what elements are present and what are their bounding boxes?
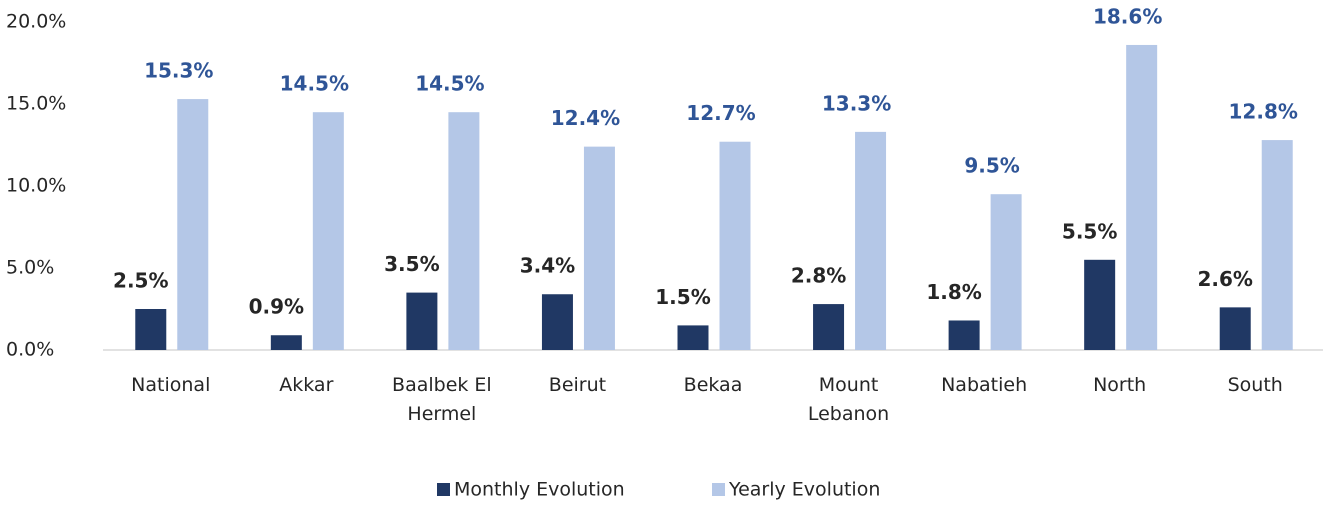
bar — [270, 335, 302, 350]
x-tick-label: National — [131, 374, 211, 396]
value-label: 12.8% — [1229, 100, 1298, 124]
legend-swatch — [712, 483, 725, 496]
bar — [583, 146, 615, 350]
value-label: 14.5% — [280, 72, 349, 96]
y-tick-label: 5.0% — [6, 257, 54, 279]
bar — [719, 141, 751, 350]
x-tick-label: North — [1093, 374, 1147, 396]
x-tick-label: South — [1227, 374, 1283, 396]
bar — [813, 304, 845, 350]
value-label: 5.5% — [1062, 219, 1117, 243]
legend-label: Yearly Evolution — [728, 479, 880, 501]
value-label: 14.5% — [415, 72, 484, 96]
x-tick-label: Bekaa — [683, 374, 743, 396]
value-label: 12.4% — [551, 106, 620, 130]
value-label: 3.4% — [520, 254, 575, 278]
value-label: 12.7% — [686, 101, 755, 125]
bar — [312, 112, 344, 350]
x-tick-label: Beirut — [548, 374, 607, 396]
legend-label: Monthly Evolution — [454, 479, 625, 501]
bar — [406, 292, 438, 350]
bar — [1126, 44, 1158, 351]
x-tick-label: Mount Lebanon — [807, 374, 890, 425]
value-label: 18.6% — [1093, 4, 1162, 28]
x-tick-label: Baalbek El Hermel — [392, 374, 492, 425]
bar — [448, 112, 480, 350]
bar — [135, 309, 167, 350]
value-label: 0.9% — [249, 295, 304, 319]
bar — [177, 99, 209, 350]
y-tick-label: 15.0% — [6, 93, 66, 115]
value-label: 3.5% — [384, 252, 439, 276]
y-tick-label: 20.0% — [6, 11, 66, 33]
legend-swatch — [437, 483, 450, 496]
bar — [1261, 140, 1293, 350]
x-tick-label: Nabatieh — [941, 374, 1028, 396]
y-tick-label: 10.0% — [6, 175, 66, 197]
value-label: 2.8% — [791, 264, 846, 288]
bar — [855, 131, 887, 350]
value-label: 1.5% — [655, 285, 710, 309]
value-label: 2.5% — [113, 269, 168, 293]
value-label: 9.5% — [964, 154, 1019, 178]
bar — [541, 294, 573, 350]
bar — [677, 325, 709, 350]
bar — [948, 320, 980, 350]
y-tick-label: 0.0% — [6, 339, 54, 361]
bar — [1219, 307, 1251, 350]
bar — [990, 194, 1022, 350]
value-label: 13.3% — [822, 91, 891, 115]
x-tick-label: Akkar — [279, 374, 334, 396]
value-label: 2.6% — [1197, 267, 1252, 291]
value-label: 1.8% — [926, 280, 981, 304]
value-label: 15.3% — [144, 59, 213, 83]
bar — [1084, 259, 1116, 350]
